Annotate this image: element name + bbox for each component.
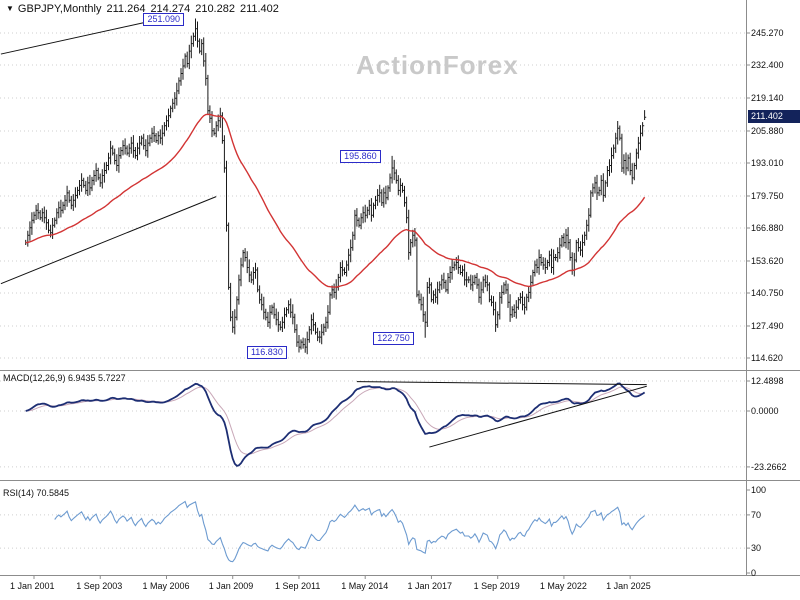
macd-trendline[interactable] (356, 381, 647, 386)
ema55-line (25, 113, 646, 288)
macd-signal-line (25, 386, 645, 455)
current-price-badge: 211.402 (748, 110, 800, 124)
price-bars (25, 18, 646, 355)
rsi-indicator-label: RSI(14) 70.5845 (3, 488, 70, 498)
quote-open: 211.264 (106, 3, 146, 15)
price-trendline[interactable] (0, 16, 171, 55)
symbol-dropdown-icon[interactable]: ▼ (6, 4, 14, 13)
macd-indicator-label: MACD(12,26,9) 6.9435 5.7227 (3, 373, 126, 383)
symbol-period-label: GBPJPY,Monthly (17, 3, 102, 15)
macd-main-line (25, 382, 646, 467)
quote-low: 210.282 (195, 3, 235, 15)
quote-close: 211.402 (239, 3, 279, 15)
quote-high: 214.274 (150, 3, 191, 15)
macd-trendline[interactable] (429, 385, 647, 448)
price-trendline[interactable] (0, 196, 217, 285)
chart-title-bar: ▼ GBPJPY,Monthly 211.264 214.274 210.282 211.… (6, 3, 279, 15)
rsi-line (54, 500, 645, 563)
